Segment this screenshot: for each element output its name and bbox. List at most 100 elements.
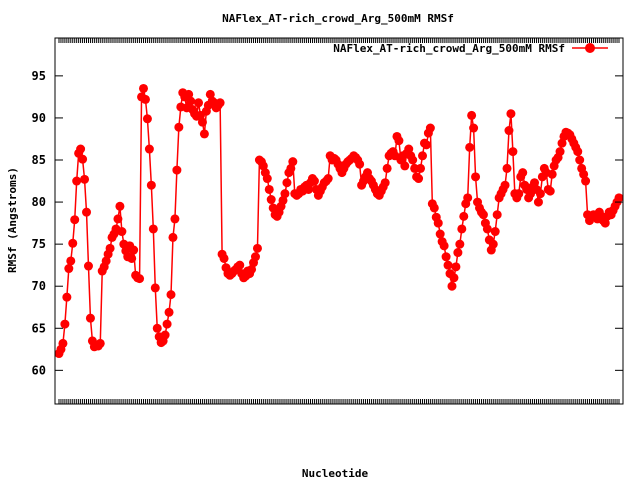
data-point: [449, 273, 459, 283]
data-point: [469, 123, 479, 133]
data-point: [170, 214, 180, 224]
x-axis-label: Nucleotide: [302, 467, 369, 480]
data-point: [282, 178, 292, 188]
data-point: [82, 207, 92, 217]
data-point: [400, 161, 410, 171]
data-point: [382, 163, 392, 173]
data-point: [105, 243, 115, 253]
data-point: [288, 157, 298, 167]
data-point: [453, 248, 463, 258]
data-point: [416, 163, 426, 173]
data-point: [215, 98, 225, 108]
data-point: [545, 186, 555, 196]
y-axis-label: RMSf (Angstroms): [6, 167, 19, 273]
data-point: [140, 94, 150, 104]
data-point: [197, 117, 207, 127]
data-point: [451, 262, 461, 272]
data-point: [160, 330, 170, 340]
data-point: [127, 253, 137, 263]
data-point: [138, 83, 148, 93]
data-point: [394, 136, 404, 146]
data-point: [115, 201, 125, 211]
data-point: [262, 174, 272, 184]
data-point: [66, 256, 76, 266]
data-point: [514, 189, 524, 199]
data-point: [152, 323, 162, 333]
y-tick-label: 85: [32, 153, 46, 167]
data-point: [435, 229, 445, 239]
data-point: [235, 260, 245, 270]
data-point: [70, 215, 80, 225]
data-point: [146, 180, 156, 190]
data-point: [78, 154, 88, 164]
y-tick-label: 80: [32, 195, 46, 209]
data-point: [421, 140, 431, 150]
data-point: [581, 176, 591, 186]
data-point: [490, 227, 500, 237]
data-point: [186, 96, 196, 106]
data-point: [264, 184, 274, 194]
data-point: [166, 290, 176, 300]
data-point: [478, 210, 488, 220]
data-point: [60, 319, 70, 329]
data-point: [555, 147, 565, 157]
data-point: [113, 214, 123, 224]
data-point: [83, 261, 93, 271]
data-point: [219, 253, 229, 263]
data-point: [457, 224, 467, 234]
data-point: [172, 165, 182, 175]
data-point: [506, 109, 516, 119]
data-point: [323, 174, 333, 184]
data-point: [504, 126, 514, 136]
data-point: [266, 195, 276, 205]
data-point: [199, 129, 209, 139]
data-point: [194, 98, 204, 108]
data-point: [129, 245, 139, 255]
data-point: [80, 174, 90, 184]
data-point: [142, 114, 152, 124]
data-point: [162, 319, 172, 329]
data-point: [463, 193, 473, 203]
plot-frame: [54, 37, 624, 405]
y-tick-label: 75: [32, 237, 46, 251]
data-point: [455, 239, 465, 249]
data-point: [408, 155, 418, 165]
data-point: [508, 147, 518, 157]
data-point: [547, 169, 557, 179]
data-point: [150, 283, 160, 293]
data-point: [439, 241, 449, 251]
data-point: [76, 144, 86, 154]
data-point: [533, 197, 543, 207]
y-tick-label: 90: [32, 111, 46, 125]
data-point: [465, 142, 475, 152]
data-point: [441, 252, 451, 262]
y-tick-label: 60: [32, 363, 46, 377]
data-point: [447, 281, 457, 291]
data-point: [488, 239, 498, 249]
legend-label: NAFlex_AT-rich_crowd_Arg_500mM RMSf: [333, 42, 565, 55]
chart-title: NAFlex_AT-rich_crowd_Arg_500mM RMSf: [222, 12, 454, 25]
data-point: [492, 210, 502, 220]
data-point: [72, 176, 82, 186]
data-point: [144, 144, 154, 154]
data-point: [425, 123, 435, 133]
data-point: [500, 180, 510, 190]
data-point: [309, 176, 319, 186]
y-tick-label: 70: [32, 279, 46, 293]
data-point: [68, 238, 78, 248]
data-point: [85, 313, 95, 323]
data-point: [429, 203, 439, 213]
y-tick-label: 65: [32, 321, 46, 335]
data-point: [380, 178, 390, 188]
data-point: [535, 189, 545, 199]
data-point: [518, 168, 528, 178]
data-point: [414, 174, 424, 184]
data-point: [148, 224, 158, 234]
data-point: [573, 147, 583, 157]
data-point: [64, 264, 74, 274]
data-point: [482, 224, 492, 234]
data-point: [575, 155, 585, 165]
data-point: [614, 193, 624, 203]
data-point: [58, 338, 68, 348]
